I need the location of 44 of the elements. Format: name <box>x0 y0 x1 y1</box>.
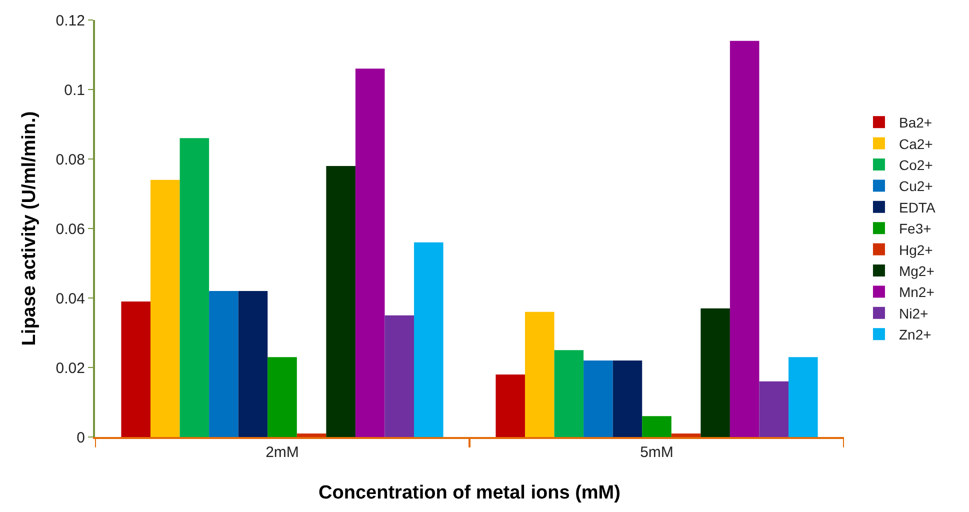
bar <box>326 166 356 437</box>
x-tick-label: 5mM <box>640 444 674 461</box>
bar <box>788 357 818 437</box>
y-tick-label: 0.04 <box>56 290 85 308</box>
legend-label: Fe3+ <box>898 220 932 237</box>
bar <box>700 308 730 437</box>
legend-label: EDTA <box>898 199 936 216</box>
bar <box>584 360 613 437</box>
legend-label: Co2+ <box>898 156 933 173</box>
legend-label: Ni2+ <box>898 305 928 322</box>
bar <box>730 40 760 437</box>
bar <box>496 374 525 437</box>
legend-label: Hg2+ <box>898 242 933 258</box>
legend-label: Mg2+ <box>898 262 934 279</box>
bar <box>238 291 268 437</box>
bar <box>355 68 385 437</box>
legend-label: Zn2+ <box>898 326 932 343</box>
bar <box>209 291 238 437</box>
bar <box>384 315 414 437</box>
bar <box>554 350 584 437</box>
y-axis-title: Lipase activity (U/ml/min.) <box>19 111 40 346</box>
bar <box>612 360 642 437</box>
x-axis-title: Concentration of metal ions (mM) <box>318 482 620 504</box>
y-tick-label: 0.08 <box>56 151 85 168</box>
bar <box>414 242 444 437</box>
bar <box>180 138 210 437</box>
bar <box>121 301 150 437</box>
x-tick-label: 2mM <box>266 444 299 461</box>
y-tick-label: 0.02 <box>56 360 85 377</box>
legend-label: Ca2+ <box>898 136 933 152</box>
bar <box>524 312 554 437</box>
legend-label: Cu2+ <box>898 178 933 194</box>
bar <box>671 434 701 437</box>
bar <box>296 434 326 437</box>
bar <box>642 416 672 437</box>
legend-label: Ba2+ <box>898 114 932 131</box>
legend-label: Mn2+ <box>898 284 934 300</box>
y-tick-label: 0 <box>76 429 85 446</box>
bar <box>150 180 180 437</box>
y-tick-label: 0.12 <box>56 12 85 30</box>
y-tick-label: 0.06 <box>56 220 85 238</box>
bar <box>759 381 789 437</box>
y-tick-label: 0.1 <box>64 82 85 99</box>
bar <box>268 357 297 437</box>
